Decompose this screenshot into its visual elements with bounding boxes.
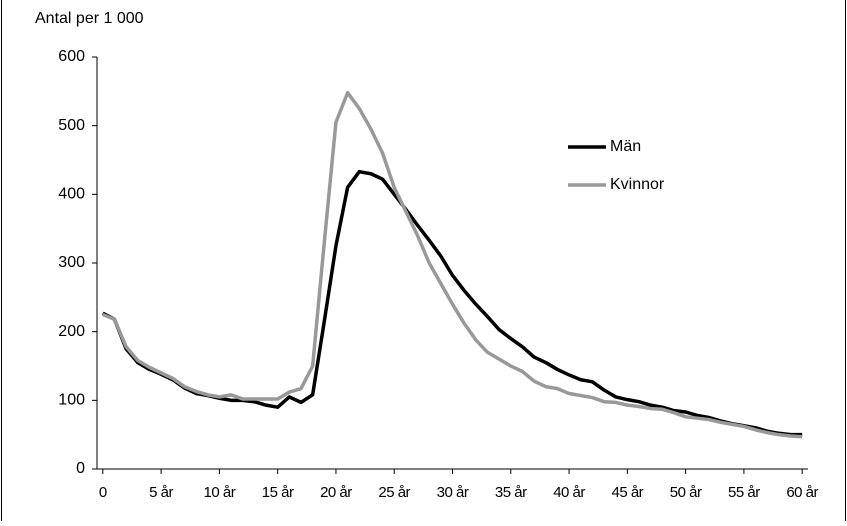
x-tick-label: 25 år	[378, 484, 410, 501]
x-tick-label: 0	[99, 484, 107, 501]
y-tick-label: 200	[58, 323, 85, 340]
y-tick-label: 100	[58, 392, 85, 409]
x-tick-label: 10 år	[204, 484, 236, 501]
series-line	[102, 90, 803, 439]
x-tick-label: 55 år	[728, 484, 760, 501]
x-tick-label: 60 år	[786, 484, 818, 501]
x-tick-label: 45 år	[611, 484, 643, 501]
x-tick-label: 15 år	[262, 484, 294, 501]
x-tick-label: 5 år	[149, 484, 173, 501]
y-tick-label: 600	[58, 48, 85, 65]
x-tick-label: 30 år	[437, 484, 469, 501]
legend-label: Kvinnor	[610, 176, 665, 193]
legend-label: Män	[610, 138, 641, 155]
y-tick-label: 400	[58, 186, 85, 203]
x-tick-label: 50 år	[670, 484, 702, 501]
x-tick-label: 20 år	[320, 484, 352, 501]
y-tick-label: 0	[76, 460, 85, 477]
x-tick-label: 40 år	[553, 484, 585, 501]
y-tick-label: 300	[58, 254, 85, 271]
y-axis-label: Antal per 1 000	[35, 10, 144, 27]
y-tick-label: 500	[58, 117, 85, 134]
x-tick-label: 35 år	[495, 484, 527, 501]
